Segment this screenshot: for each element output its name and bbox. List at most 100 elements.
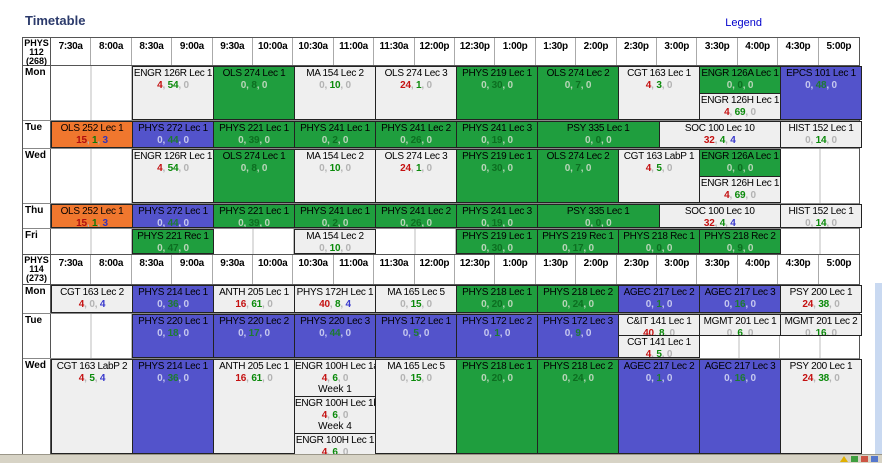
course-block[interactable]: SOC 100 Lec 10 32, 4, 4 bbox=[658, 204, 781, 228]
course-block[interactable]: PSY 335 Lec 1 0, 0, 0 bbox=[537, 204, 660, 228]
course-title: ANTH 205 Lec 1 bbox=[219, 287, 289, 298]
stat-separator: , bbox=[502, 299, 508, 310]
course-block[interactable]: PHYS 214 Lec 1 0, 36, 0 bbox=[132, 285, 214, 313]
course-block[interactable]: OLS 274 Lec 2 0, 7, 0 bbox=[537, 149, 619, 203]
stat-value: 0 bbox=[645, 373, 652, 384]
course-block[interactable]: PHYS 221 Lec 1 0, 39, 0 bbox=[213, 204, 295, 228]
course-block[interactable]: PHYS 218 Rec 2 0, 9, 0 bbox=[699, 229, 781, 254]
course-block[interactable]: PSY 335 Lec 1 0, 0, 0 bbox=[537, 121, 660, 148]
course-block[interactable]: PHYS 241 Lec 3 0, 19, 0 bbox=[456, 121, 538, 148]
course-block[interactable]: MA 154 Lec 2 0, 10, 0 bbox=[294, 229, 376, 254]
course-block[interactable]: HIST 152 Lec 1 0, 14, 0 bbox=[780, 204, 862, 228]
course-block[interactable]: PHYS 218 Lec 1 0, 20, 0 bbox=[456, 359, 538, 454]
vertical-scrollbar[interactable] bbox=[875, 283, 882, 454]
stat-value: 54 bbox=[167, 163, 179, 174]
stat-value: 0 bbox=[400, 218, 406, 228]
status-alert-icon[interactable] bbox=[840, 456, 848, 462]
course-block[interactable]: PHYS 241 Lec 3 0, 19, 0 bbox=[456, 204, 538, 228]
course-block[interactable]: MA 154 Lec 2 0, 10, 0 bbox=[294, 149, 376, 203]
course-stats: 0, 26, 0 bbox=[376, 218, 456, 228]
course-block[interactable]: PHYS 218 Lec 2 0, 24, 0 bbox=[537, 285, 619, 313]
timetable-area: PHYS 112 (268) 7:30a 8:00a 8:30a 9:00a 9:30a 1… bbox=[22, 37, 862, 457]
course-block[interactable]: ANTH 205 Lec 1 16, 61, 0 bbox=[213, 285, 295, 313]
course-title: PHYS 241 Lec 1 bbox=[300, 123, 370, 134]
course-block[interactable]: OLS 274 Lec 3 24, 1, 0 bbox=[375, 149, 457, 203]
course-block[interactable]: PSY 200 Lec 1 24, 38, 0 bbox=[780, 359, 862, 454]
course-block[interactable]: ENGR 126A Lec 1 0, 0, 0 ENGR 126H Lec 1 4, … bbox=[699, 66, 781, 120]
course-block[interactable]: CGT 163 LabP 1 4, 5, 0 bbox=[618, 149, 700, 203]
stat-value: 0 bbox=[89, 299, 95, 310]
stat-separator: , bbox=[729, 299, 735, 310]
course-block[interactable]: HIST 152 Lec 1 0, 14, 0 bbox=[780, 121, 862, 148]
course-block[interactable]: PHYS 272 Lec 1 0, 44, 0 bbox=[132, 204, 214, 228]
course-block[interactable]: MA 154 Lec 2 0, 10, 0 bbox=[294, 66, 376, 120]
stat-value: 0 bbox=[423, 328, 430, 339]
course-block[interactable]: PHYS 221 Rec 1 0, 47, 0 bbox=[132, 229, 214, 254]
stat-separator: , bbox=[337, 447, 343, 457]
course-block[interactable]: PHYS 172 Lec 1 0, 5, 0 bbox=[375, 314, 457, 358]
status-icon-red[interactable] bbox=[861, 456, 868, 462]
course-block[interactable]: CGT 163 Lec 2 4, 0, 4 bbox=[51, 285, 133, 313]
course-block[interactable]: ENGR 126R Lec 1 4, 54, 0 bbox=[132, 66, 214, 120]
course-block[interactable]: CGT 163 LabP 2 4, 5, 4 bbox=[51, 359, 133, 454]
course-stats: 40, 8, 0 bbox=[619, 328, 699, 335]
course-block[interactable]: ENGR 100H Lec 1a 4, 6, 0 Week 1 ENGR 100H L… bbox=[294, 359, 376, 457]
course-title: PHYS 241 Lec 3 bbox=[462, 206, 532, 217]
course-block[interactable]: OLS 274 Lec 1 0, 8, 0 bbox=[213, 66, 295, 120]
course-block[interactable]: CGT 163 Lec 1 4, 3, 0 bbox=[618, 66, 700, 120]
course-block[interactable]: PHYS 219 Lec 1 0, 30, 0 bbox=[456, 229, 538, 254]
stat-separator: , bbox=[340, 243, 346, 254]
course-block[interactable]: MGMT 201 Lec 1 0, 6, 0 bbox=[699, 314, 781, 358]
course-block[interactable]: PHYS 220 Lec 3 0, 44, 0 bbox=[294, 314, 376, 358]
course-title: PHYS 219 Lec 1 bbox=[462, 231, 532, 242]
course-block[interactable]: ENGR 126R Lec 1 4, 54, 0 bbox=[132, 149, 214, 203]
course-block[interactable]: PHYS 172 Lec 2 0, 1, 0 bbox=[456, 314, 538, 358]
course-block[interactable]: OLS 274 Lec 1 0, 8, 0 bbox=[213, 149, 295, 203]
course-block[interactable]: OLS 274 Lec 3 24, 1, 0 bbox=[375, 66, 457, 120]
course-block[interactable]: PHYS 241 Lec 2 0, 26, 0 bbox=[375, 121, 457, 148]
course-block[interactable]: OLS 252 Lec 1 15, 1, 3 bbox=[51, 204, 133, 228]
course-cell: ENGR 100H Lec 1b 4, 6, 0 Week 4 bbox=[294, 396, 376, 434]
course-block[interactable]: PHYS 241 Lec 1 0, 2, 0 bbox=[294, 204, 376, 228]
course-block[interactable]: ENGR 126A Lec 1 0, 0, 0 ENGR 126H Lec 1 4, … bbox=[699, 149, 781, 203]
course-block[interactable]: PHYS 219 Lec 1 0, 30, 0 bbox=[456, 149, 538, 203]
course-block[interactable]: MA 165 Lec 5 0, 15, 0 bbox=[375, 359, 457, 454]
status-icon-green[interactable] bbox=[851, 456, 858, 462]
course-block[interactable]: PHYS 172H Lec 1 40, 8, 4 bbox=[294, 285, 376, 313]
stat-value: 0 bbox=[264, 328, 271, 339]
course-block[interactable]: PHYS 241 Lec 2 0, 26, 0 bbox=[375, 204, 457, 228]
legend-link[interactable]: Legend bbox=[725, 17, 762, 29]
course-block[interactable]: OLS 274 Lec 2 0, 7, 0 bbox=[537, 66, 619, 120]
course-block[interactable]: PHYS 219 Lec 1 0, 30, 0 bbox=[456, 66, 538, 120]
course-stats: 0, 26, 0 bbox=[376, 135, 456, 146]
course-block[interactable]: OLS 252 Lec 1 15, 1, 3 bbox=[51, 121, 133, 148]
course-block[interactable]: PHYS 272 Lec 1 0, 44, 0 bbox=[132, 121, 214, 148]
course-block[interactable]: PHYS 214 Lec 1 0, 36, 0 bbox=[132, 359, 214, 454]
course-block[interactable]: PHYS 221 Lec 1 0, 39, 0 bbox=[213, 121, 295, 148]
course-block[interactable]: AGEC 217 Lec 2 0, 1, 0 bbox=[618, 359, 700, 454]
course-block[interactable]: PHYS 220 Lec 1 0, 18, 0 bbox=[132, 314, 214, 358]
course-block[interactable]: EPCS 101 Lec 1 0, 48, 0 bbox=[780, 66, 862, 120]
course-block[interactable]: PHYS 219 Rec 1 0, 17, 0 bbox=[537, 229, 619, 254]
course-block[interactable]: PHYS 241 Lec 1 0, 2, 0 bbox=[294, 121, 376, 148]
stat-value: 0 bbox=[426, 163, 433, 174]
course-block[interactable]: ANTH 205 Lec 1 16, 61, 0 bbox=[213, 359, 295, 454]
time-header-cell: 3:30p bbox=[697, 38, 738, 65]
course-block[interactable]: AGEC 217 Lec 2 0, 1, 0 bbox=[618, 285, 700, 313]
day-row-fri: Fri PHYS 221 Rec 1 0, 47, 0 MA 154 Lec 2 0, … bbox=[23, 229, 859, 254]
course-block[interactable]: AGEC 217 Lec 3 0, 16, 0 bbox=[699, 359, 781, 454]
course-block[interactable]: AGEC 217 Lec 3 0, 16, 0 bbox=[699, 285, 781, 313]
course-block[interactable]: MA 165 Lec 5 0, 15, 0 bbox=[375, 285, 457, 313]
status-icon-blue[interactable] bbox=[871, 456, 878, 462]
course-block[interactable]: PHYS 172 Lec 3 0, 9, 0 bbox=[537, 314, 619, 358]
course-cell: PHYS 172 Lec 1 0, 5, 0 bbox=[375, 314, 457, 358]
course-block[interactable]: SOC 100 Lec 10 32, 4, 4 bbox=[658, 121, 781, 148]
course-block[interactable]: PHYS 218 Lec 2 0, 24, 0 bbox=[537, 359, 619, 454]
course-block[interactable]: PHYS 220 Lec 2 0, 17, 0 bbox=[213, 314, 295, 358]
course-block[interactable]: MGMT 201 Lec 2 0, 16, 0 bbox=[780, 314, 862, 358]
course-block[interactable]: PSY 200 Lec 1 24, 38, 0 bbox=[780, 285, 862, 313]
course-block[interactable]: PHYS 218 Lec 1 0, 20, 0 bbox=[456, 285, 538, 313]
course-block[interactable]: C&IT 141 Lec 1 40, 8, 0 CGT 141 Lec 1 4, 5,… bbox=[618, 314, 700, 358]
course-block[interactable]: PHYS 218 Rec 1 0, 0, 0 bbox=[618, 229, 700, 254]
stat-value: 48 bbox=[815, 80, 827, 91]
